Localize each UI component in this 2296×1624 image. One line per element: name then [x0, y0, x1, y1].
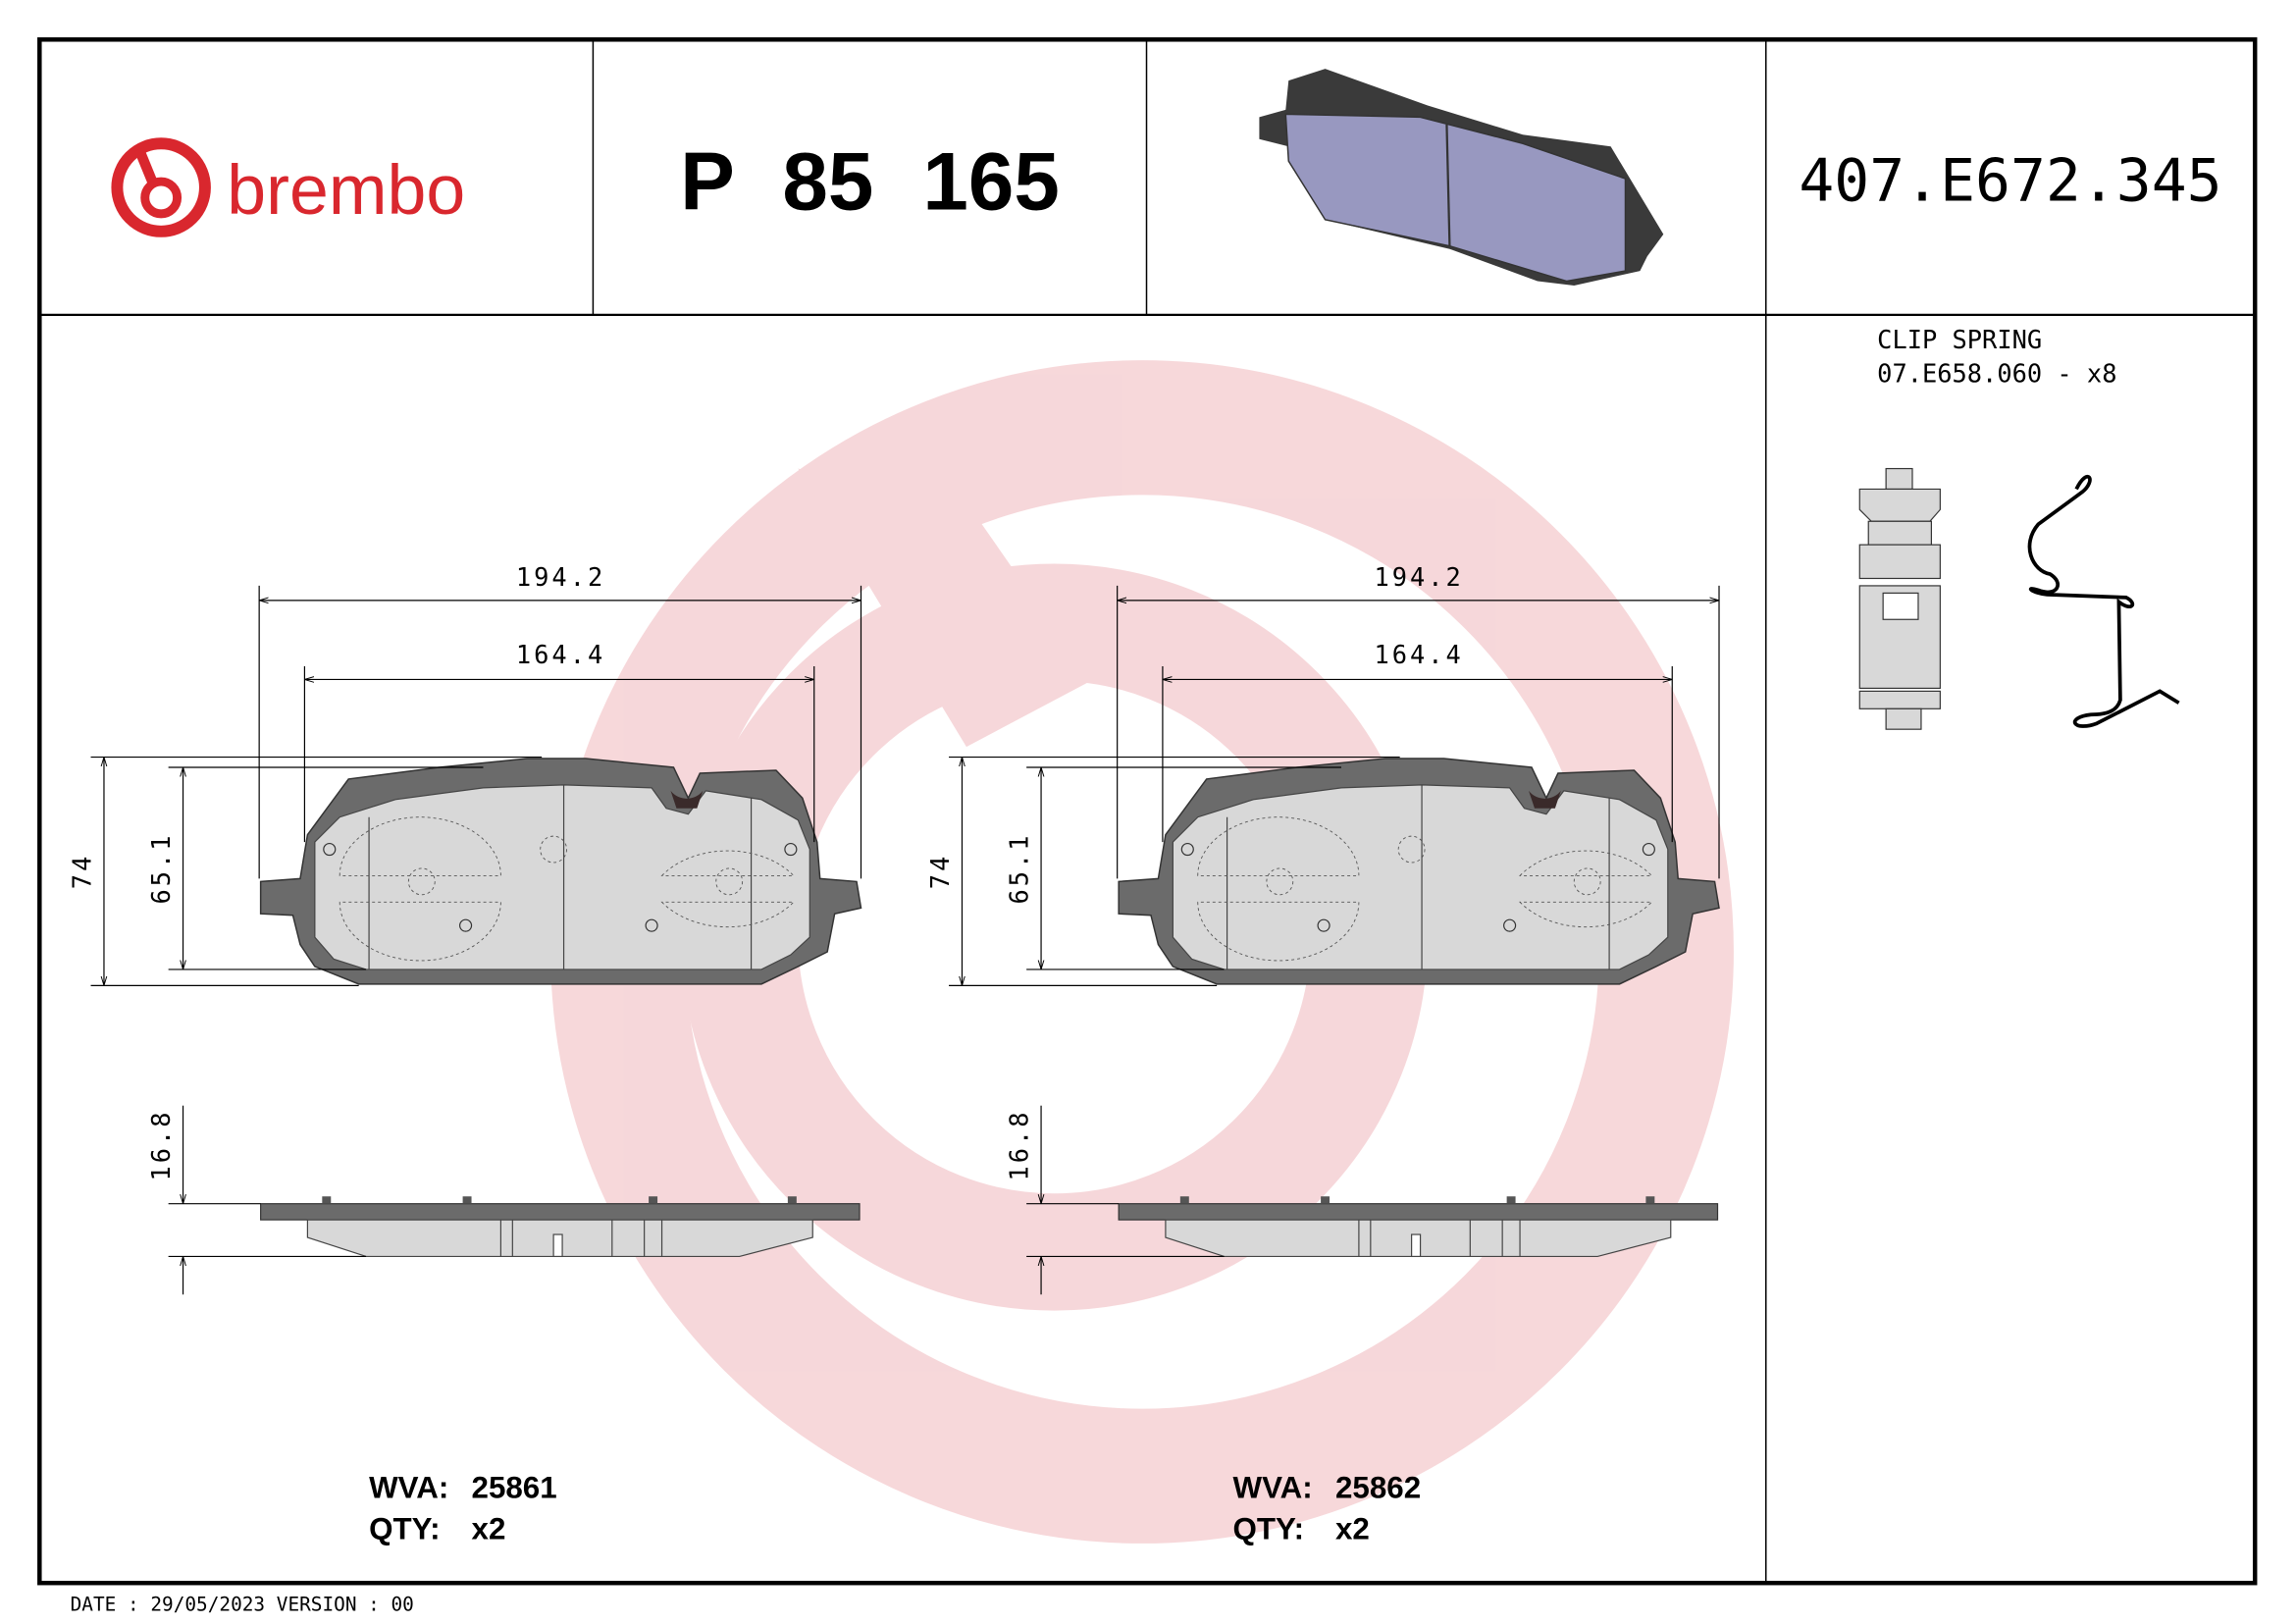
- qty-value: x2: [1335, 1511, 1370, 1545]
- reference-number: 407.E672.345: [1799, 147, 2221, 215]
- brembo-logo: brembo: [111, 137, 465, 237]
- dim-thickness: 16.8: [146, 1109, 176, 1180]
- qty-label: QTY:: [369, 1511, 441, 1545]
- dim-width-overall: 194.2: [516, 562, 605, 592]
- dim-height-friction: 65.1: [1005, 832, 1034, 904]
- dim-height-overall: 74: [925, 854, 955, 890]
- dim-width-friction: 164.4: [516, 640, 605, 669]
- wva-number: 25862: [1335, 1471, 1421, 1505]
- brake-pad-3d-image: [1259, 69, 1664, 287]
- dim-thickness: 16.8: [1005, 1109, 1034, 1180]
- dim-height-overall: 74: [68, 854, 97, 890]
- dim-width-friction: 164.4: [1374, 640, 1463, 669]
- clip-spring-image: [2027, 474, 2180, 728]
- qty-label: QTY:: [1233, 1511, 1305, 1545]
- dim-width-overall: 194.2: [1374, 562, 1463, 592]
- brand-name: brembo: [227, 151, 465, 230]
- dim-height-friction: 65.1: [146, 832, 176, 904]
- wva-label: WVA:: [1233, 1471, 1313, 1505]
- wva-number: 25861: [472, 1471, 557, 1505]
- part-number: P 85 165: [680, 134, 1060, 227]
- accessory-code: 07.E658.060 - x8: [1877, 358, 2116, 388]
- wva-label: WVA:: [369, 1471, 448, 1505]
- accessory-title: CLIP SPRING: [1877, 325, 2042, 354]
- qty-value: x2: [472, 1511, 506, 1545]
- clip-pin-image: [1858, 467, 1941, 730]
- date-version: DATE : 29/05/2023 VERSION : 00: [71, 1594, 414, 1616]
